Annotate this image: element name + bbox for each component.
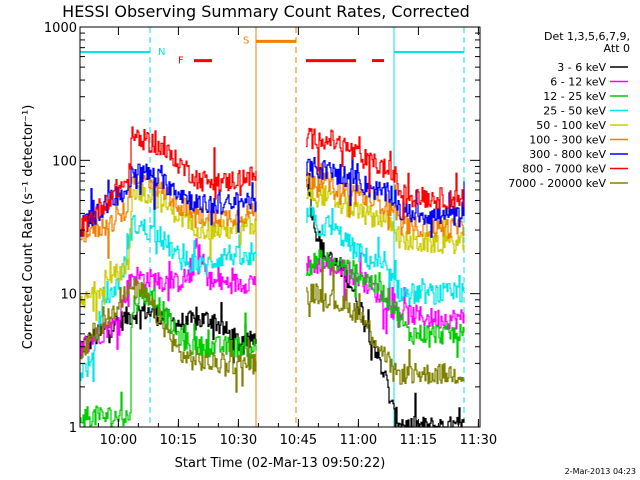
legend-label-6-12-kev: 6 - 12 keV bbox=[550, 76, 606, 89]
footer-date: 2-Mar-2013 04:23 bbox=[565, 467, 636, 476]
flag-n-label: N bbox=[158, 47, 165, 58]
legend-label-800-7000-kev: 800 - 7000 keV bbox=[522, 163, 606, 176]
series-trace-7000-20000-kev bbox=[80, 266, 465, 393]
legend-label-7000-20000-kev: 7000 - 20000 keV bbox=[508, 177, 606, 190]
flag-s-label: S bbox=[243, 35, 249, 46]
y-tick-label: 1000 bbox=[44, 21, 77, 36]
flag-f-label: F bbox=[178, 56, 184, 67]
y-tick-label: 10 bbox=[60, 288, 77, 303]
y-tick-label: 1 bbox=[69, 421, 77, 436]
series-trace-12-25-kev bbox=[80, 249, 465, 428]
series-trace-800-7000-kev bbox=[80, 126, 465, 237]
x-axis-label: Start Time (02-Mar-13 09:50:22) bbox=[175, 456, 386, 471]
x-tick-label: 10:15 bbox=[160, 433, 197, 448]
series-trace-6-12-kev bbox=[80, 238, 465, 359]
legend-label-100-300-kev: 100 - 300 keV bbox=[529, 134, 606, 147]
y-tick-label: 100 bbox=[52, 154, 77, 169]
series-layer bbox=[80, 126, 465, 428]
chart-title: HESSI Observing Summary Count Rates, Cor… bbox=[62, 2, 470, 21]
x-tick-label: 11:00 bbox=[340, 433, 377, 448]
x-tick-label: 10:45 bbox=[280, 433, 317, 448]
legend-label-50-100-kev: 50 - 100 keV bbox=[536, 119, 606, 132]
x-tick-label: 10:30 bbox=[220, 433, 257, 448]
legend: Det 1,3,5,6,7,9, Att 0 3 - 6 keV 6 - 12 k… bbox=[508, 30, 630, 190]
x-tick-label: 11:15 bbox=[400, 433, 437, 448]
y-axis-label: Corrected Count Rate (s⁻¹ detector⁻¹) bbox=[21, 105, 36, 350]
legend-header-line1: Det 1,3,5,6,7,9, bbox=[544, 30, 630, 43]
series-trace-300-800-kev bbox=[80, 156, 465, 238]
legend-label-25-50-kev: 25 - 50 keV bbox=[543, 105, 606, 118]
legend-label-300-800-kev: 300 - 800 keV bbox=[529, 148, 606, 161]
legend-label-12-25-kev: 12 - 25 keV bbox=[543, 90, 606, 103]
x-tick-label: 11:30 bbox=[460, 433, 497, 448]
legend-header-line2: Att 0 bbox=[604, 42, 630, 55]
plot-frame bbox=[79, 26, 481, 428]
x-tick-label: 10:00 bbox=[100, 433, 137, 448]
axis-layer: 10:00 10:15 10:30 10:45 11:00 11:15 11:30 1 10 10… bbox=[44, 21, 497, 448]
series-trace-25-50-kev bbox=[80, 200, 465, 382]
legend-label-3-6-kev: 3 - 6 keV bbox=[557, 61, 606, 74]
